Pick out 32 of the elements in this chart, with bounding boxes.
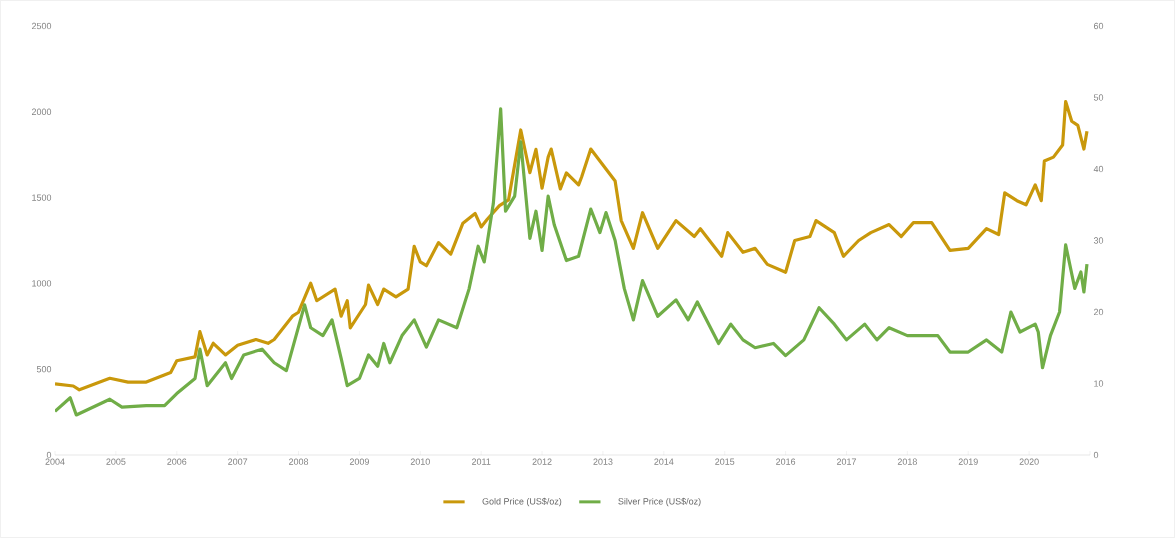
y-tick-label: 2000 xyxy=(31,108,52,115)
y2-tick-label: 20 xyxy=(1093,308,1104,316)
x-tick-label: 2016 xyxy=(776,458,796,465)
x-tick-label: 2011 xyxy=(471,458,491,465)
x-tick-label: 2004 xyxy=(45,458,65,465)
y2-tick-label: 40 xyxy=(1093,165,1104,173)
y-tick-label: 500 xyxy=(36,366,52,373)
x-tick-label: 2005 xyxy=(106,458,126,465)
y2-tick-label: 30 xyxy=(1093,237,1104,244)
y2-tick-label: 50 xyxy=(1093,94,1104,101)
y-tick-label: 1000 xyxy=(32,280,52,287)
x-tick-label: 2008 xyxy=(289,458,309,465)
x-tick-label: 2006 xyxy=(167,458,187,465)
x-tick-label: 2009 xyxy=(349,458,369,465)
x-tick-label: 2014 xyxy=(654,458,674,465)
x-tick-label: 2013 xyxy=(593,458,613,465)
y2-tick-label: 10 xyxy=(1094,380,1104,387)
x-tick-label: 2018 xyxy=(897,458,917,465)
x-tick-label: 2015 xyxy=(715,458,735,465)
x-tick-label: 2019 xyxy=(958,458,978,465)
y-tick-label: 1500 xyxy=(32,194,52,201)
x-tick-label: 2017 xyxy=(836,458,856,465)
y2-tick-label: 0 xyxy=(1093,451,1099,459)
legend-label: Silver Price (US$/oz) xyxy=(618,497,701,507)
y2-tick-label: 60 xyxy=(1093,22,1104,30)
x-tick-label: 2012 xyxy=(532,458,552,465)
x-tick-label: 2007 xyxy=(228,458,248,465)
x-tick-label: 2010 xyxy=(410,458,430,465)
legend-label: Gold Price (US$/oz) xyxy=(482,497,562,507)
y-tick-label: 2500 xyxy=(31,22,52,30)
y-tick-label: 0 xyxy=(46,451,52,459)
x-tick-label: 2020 xyxy=(1019,458,1039,465)
